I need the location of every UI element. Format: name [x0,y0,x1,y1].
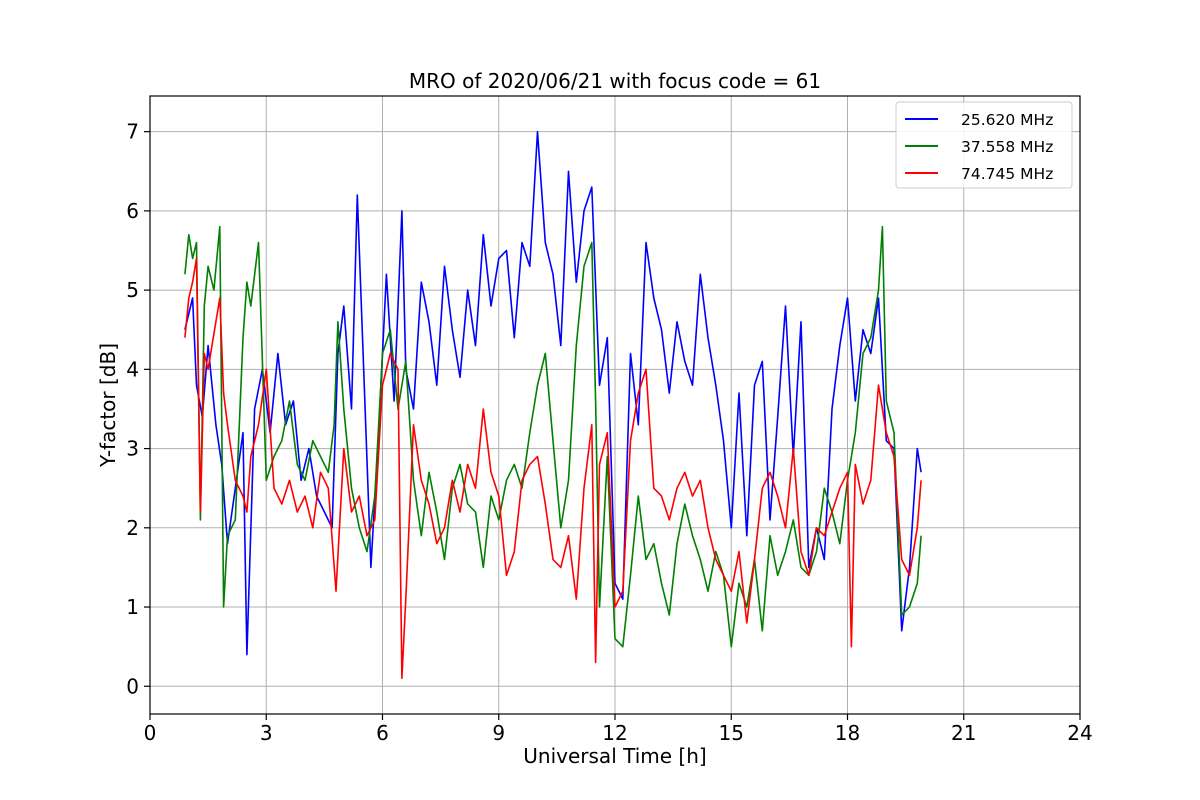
x-tick-label: 24 [1067,721,1092,745]
y-tick-label: 4 [126,357,139,381]
series-line-1 [184,225,922,648]
x-axis-title: Universal Time [h] [523,744,706,768]
y-tick-label: 5 [126,278,139,302]
y-axis-title: Y-factor [dB] [96,343,120,468]
legend: 25.620 MHz 37.558 MHz 74.745 MHz [895,101,1073,189]
legend-label: 74.745 MHz [961,165,1053,183]
series-line-2 [184,257,922,680]
chart-title: MRO of 2020/06/21 with focus code = 61 [409,69,821,93]
series-line-0 [184,130,922,656]
y-tick-label: 1 [126,595,139,619]
y-axis: 0 1 2 3 4 5 6 7 [126,120,150,698]
y-tick-label: 6 [126,199,139,223]
x-tick-label: 0 [144,721,157,745]
legend-label: 25.620 MHz [961,111,1053,129]
y-tick-label: 0 [126,674,139,698]
plot-area [184,130,922,680]
series-group [184,130,922,680]
x-tick-label: 3 [260,721,273,745]
x-tick-label: 21 [951,721,976,745]
x-tick-label: 12 [602,721,627,745]
x-tick-label: 9 [492,721,505,745]
y-tick-label: 2 [126,516,139,540]
y-tick-label: 3 [126,437,139,461]
y-tick-label: 7 [126,120,139,144]
legend-frame [895,101,1073,189]
x-axis: 0 3 6 9 12 15 18 21 24 [144,714,1093,745]
x-tick-label: 15 [719,721,744,745]
x-tick-label: 18 [835,721,860,745]
x-tick-label: 6 [376,721,389,745]
legend-label: 37.558 MHz [961,138,1053,156]
